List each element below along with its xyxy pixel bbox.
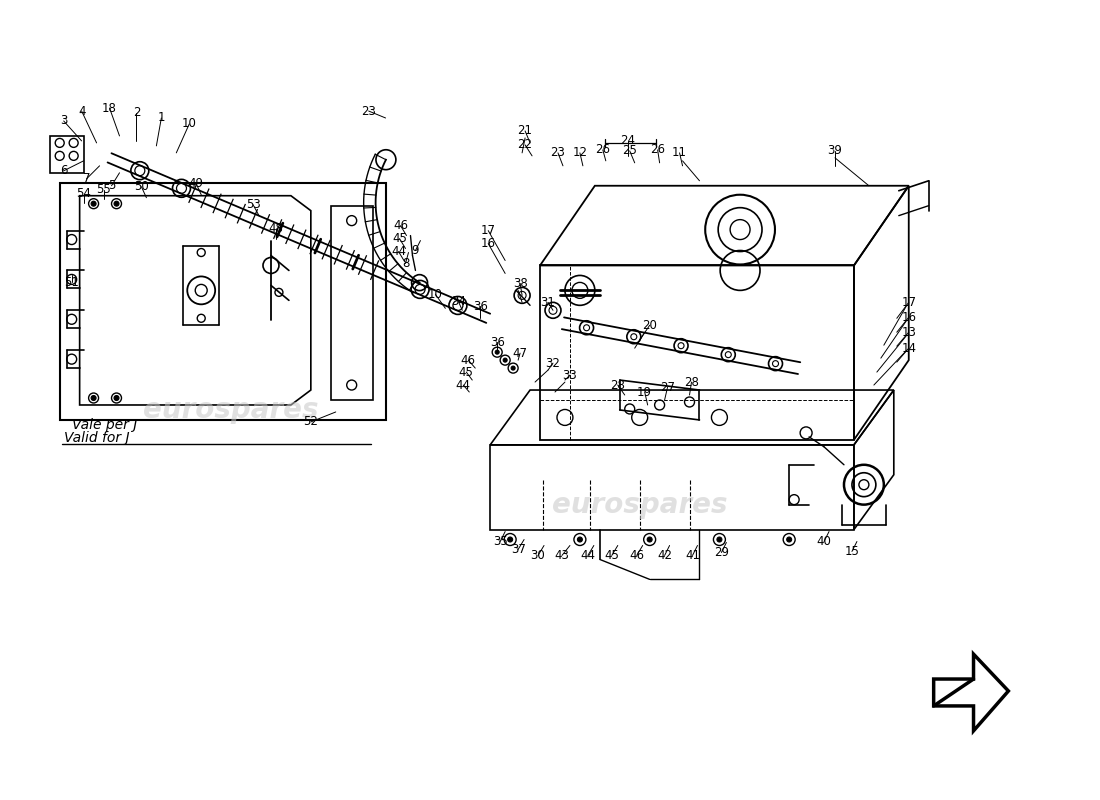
Text: 46: 46 <box>629 549 645 562</box>
Text: 49: 49 <box>189 178 204 190</box>
Text: Valid for J: Valid for J <box>64 431 130 445</box>
Text: 21: 21 <box>518 125 532 138</box>
Text: 2: 2 <box>133 106 140 119</box>
Text: 27: 27 <box>660 381 675 394</box>
Circle shape <box>786 537 792 542</box>
Text: 9: 9 <box>411 244 419 257</box>
Text: 17: 17 <box>481 224 496 237</box>
Text: 55: 55 <box>96 183 111 196</box>
Text: 11: 11 <box>672 146 688 159</box>
Text: 45: 45 <box>459 366 474 378</box>
Text: 32: 32 <box>546 357 560 370</box>
Text: 26: 26 <box>595 143 610 156</box>
Text: 12: 12 <box>572 146 587 159</box>
Circle shape <box>91 201 96 206</box>
Text: eurospares: eurospares <box>552 490 727 518</box>
Text: 33: 33 <box>562 369 578 382</box>
Text: 25: 25 <box>623 144 637 158</box>
Text: 20: 20 <box>642 318 657 332</box>
Circle shape <box>512 366 515 370</box>
Text: 45: 45 <box>392 232 407 245</box>
Text: 18: 18 <box>102 102 117 114</box>
Text: 34: 34 <box>451 295 465 308</box>
Bar <box>59 182 386 420</box>
Text: 3: 3 <box>60 114 67 127</box>
Text: 13: 13 <box>901 326 916 338</box>
Text: 45: 45 <box>604 549 619 562</box>
Circle shape <box>647 537 652 542</box>
Text: 36: 36 <box>473 300 487 313</box>
Text: 36: 36 <box>490 336 505 349</box>
Text: 40: 40 <box>816 535 832 548</box>
Text: 44: 44 <box>455 378 471 391</box>
Text: 54: 54 <box>76 187 91 200</box>
Circle shape <box>507 537 513 542</box>
Text: 44: 44 <box>390 245 406 258</box>
Circle shape <box>495 350 499 354</box>
Circle shape <box>717 537 722 542</box>
Text: 23: 23 <box>550 146 565 159</box>
Text: 24: 24 <box>620 134 635 147</box>
Text: 42: 42 <box>657 549 672 562</box>
Text: 31: 31 <box>540 296 556 309</box>
Text: 16: 16 <box>901 310 916 324</box>
Text: 43: 43 <box>554 549 570 562</box>
Text: 17: 17 <box>901 296 916 309</box>
Text: 52: 52 <box>304 415 318 429</box>
Text: 41: 41 <box>685 549 700 562</box>
Text: 6: 6 <box>59 164 67 178</box>
Text: 51: 51 <box>64 276 79 289</box>
Circle shape <box>578 537 582 542</box>
Text: 16: 16 <box>481 237 496 250</box>
Text: 1: 1 <box>157 111 165 125</box>
Text: 28: 28 <box>610 378 625 391</box>
Text: 28: 28 <box>684 375 699 389</box>
Text: 5: 5 <box>108 179 115 192</box>
Circle shape <box>503 358 507 362</box>
Circle shape <box>91 395 96 401</box>
Text: 30: 30 <box>530 549 546 562</box>
Circle shape <box>114 395 119 401</box>
Text: Vale per J: Vale per J <box>72 418 138 432</box>
Text: 4: 4 <box>78 105 86 118</box>
Text: 47: 47 <box>513 346 528 360</box>
Text: 48: 48 <box>268 222 284 235</box>
Text: 37: 37 <box>510 543 526 556</box>
Circle shape <box>114 201 119 206</box>
Text: eurospares: eurospares <box>143 396 319 424</box>
Text: 10: 10 <box>428 288 443 301</box>
Text: 29: 29 <box>714 546 729 559</box>
Text: 14: 14 <box>901 342 916 354</box>
Text: 26: 26 <box>650 143 666 156</box>
Text: 38: 38 <box>513 277 528 290</box>
Text: 23: 23 <box>361 105 376 118</box>
Text: 22: 22 <box>518 138 532 151</box>
Text: 8: 8 <box>402 257 409 270</box>
Text: 53: 53 <box>245 198 261 211</box>
Text: 19: 19 <box>637 386 652 398</box>
Text: 15: 15 <box>845 545 859 558</box>
Bar <box>331 206 373 400</box>
Text: 35: 35 <box>493 535 507 548</box>
Text: 50: 50 <box>134 180 148 194</box>
Text: 44: 44 <box>581 549 595 562</box>
Text: 39: 39 <box>827 144 843 158</box>
Text: 10: 10 <box>182 118 197 130</box>
Text: 46: 46 <box>393 219 408 232</box>
Text: 46: 46 <box>461 354 476 366</box>
Text: 7: 7 <box>82 172 90 186</box>
